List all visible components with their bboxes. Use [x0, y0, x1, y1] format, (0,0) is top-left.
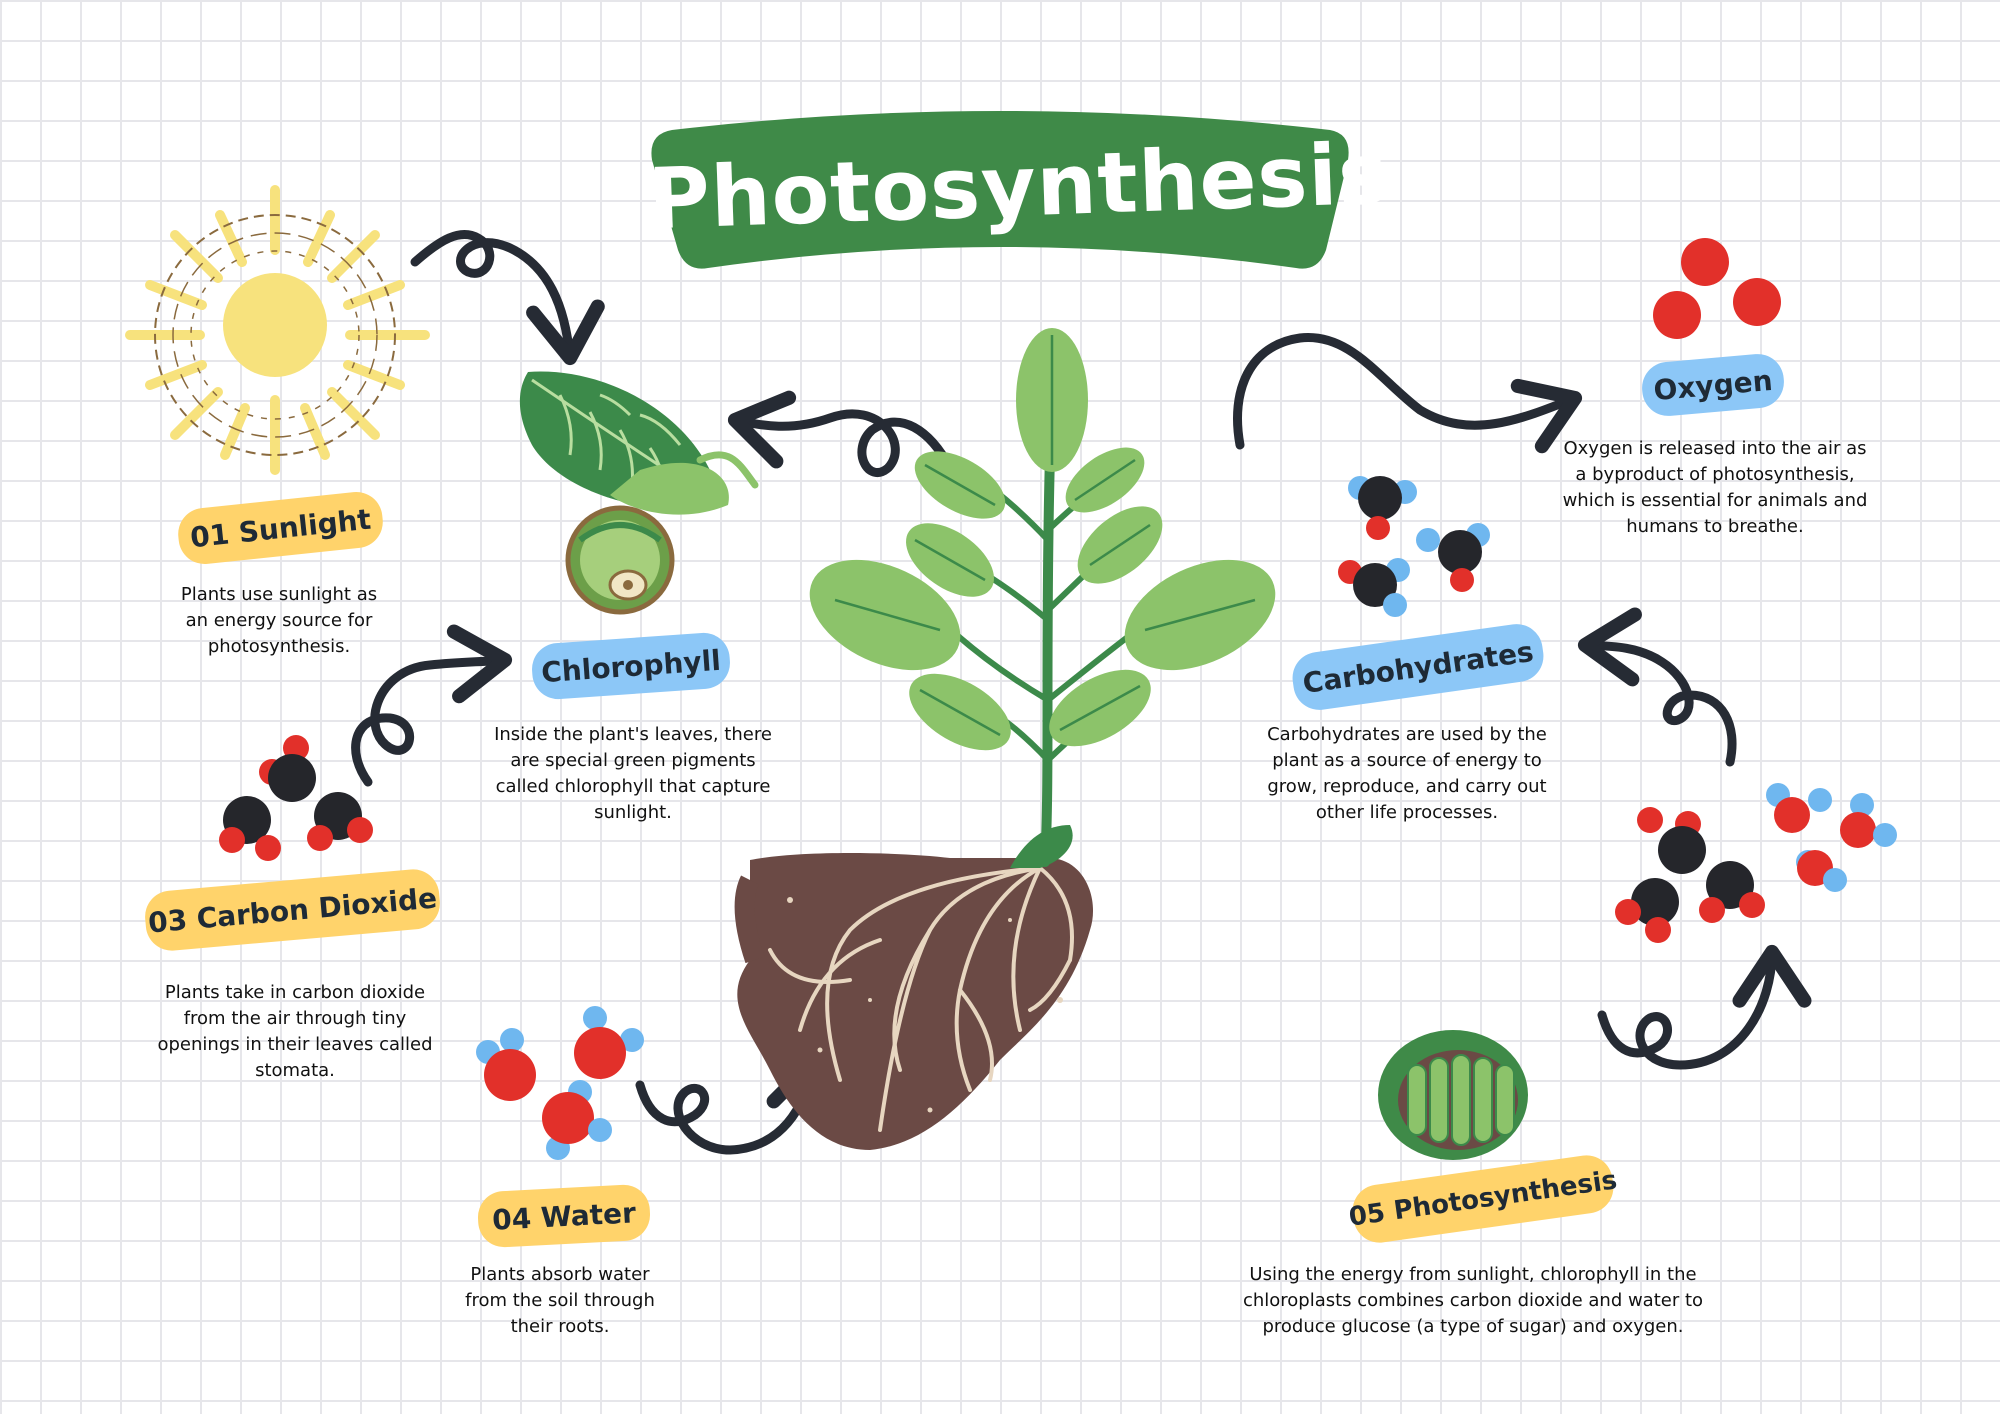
oxygen-molecules-icon — [1653, 238, 1781, 339]
water-molecules-icon — [476, 1006, 644, 1160]
step-text-carbon-dioxide: Plants take in carbon dioxide from the a… — [157, 982, 433, 1081]
step-text-carbohydrates: Carbohydrates are used by the plant as a… — [1267, 724, 1547, 823]
step-label-carbon-dioxide-text: 03 Carbon Dioxide — [146, 880, 439, 940]
product-molecules-icon — [1615, 783, 1897, 943]
carbohydrate-molecules-icon — [1338, 476, 1490, 617]
step-text-water: Plants absorb water from the soil throug… — [465, 1264, 655, 1337]
arrow-photosynthesis-to-molecules — [1597, 944, 1812, 1070]
arrow-plant-to-leaf — [727, 390, 955, 477]
arrow-molecules-to-carbohydrates — [1577, 607, 1737, 767]
plant-icon — [734, 328, 1276, 1150]
sun-icon — [125, 185, 430, 475]
step-label-water-text: 04 Water — [491, 1195, 637, 1237]
arrow-plant-to-oxygen — [1233, 333, 1583, 454]
chloroplast-icon — [1378, 1030, 1528, 1160]
carbon-dioxide-molecules-icon — [219, 735, 373, 861]
step-text-photosynthesis: Using the energy from sunlight, chloroph… — [1242, 1264, 1704, 1337]
step-label-sunlight-text: 01 Sunlight — [188, 502, 373, 554]
arrow-water-to-roots — [635, 1052, 845, 1155]
step-text-chlorophyll: Inside the plant's leaves, there are spe… — [494, 724, 772, 823]
step-label-chlorophyll-text: Chlorophyll — [540, 643, 722, 689]
title-banner — [651, 111, 1349, 269]
step-label-oxygen-text: Oxygen — [1652, 363, 1774, 407]
chlorophyll-leaf-icon — [519, 371, 759, 615]
step-label-water: 04 Water — [476, 1183, 652, 1249]
step-text-sunlight: Plants use sunlight as an energy source … — [180, 584, 378, 657]
arrow-co2-to-leaf — [351, 624, 513, 787]
step-text-oxygen: Oxygen is released into the air as a byp… — [1562, 438, 1868, 537]
arrow-sun-to-leaf — [410, 229, 605, 366]
